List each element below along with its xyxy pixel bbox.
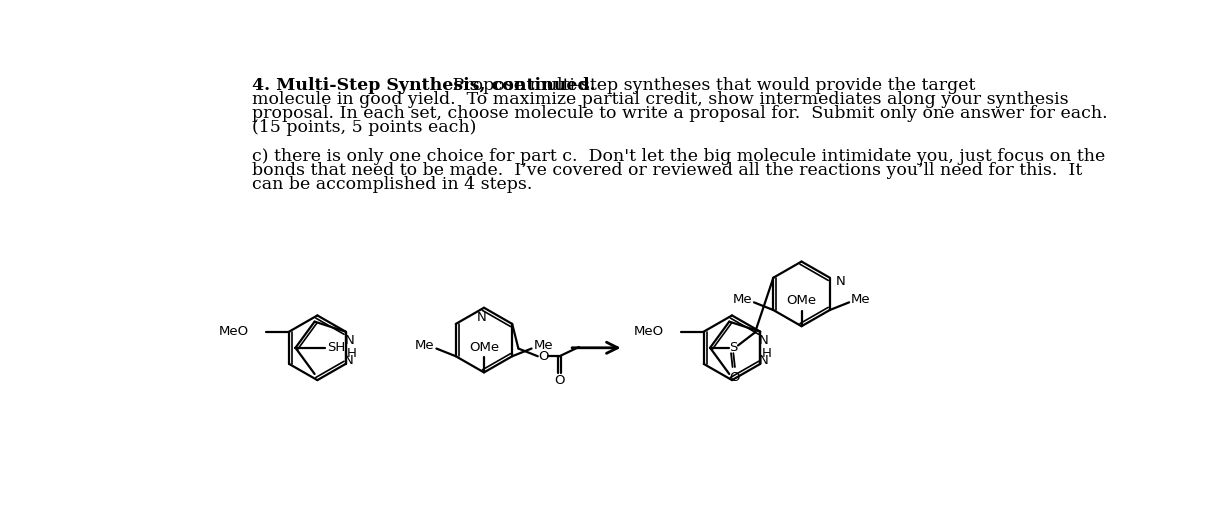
Text: N: N (344, 354, 353, 367)
Text: Me: Me (851, 293, 871, 306)
Text: OMe: OMe (786, 294, 816, 307)
Text: proposal. In each set, choose molecule to write a proposal for.  Submit only one: proposal. In each set, choose molecule t… (252, 105, 1107, 122)
Text: c) there is only one choice for part c.  Don't let the big molecule intimidate y: c) there is only one choice for part c. … (252, 148, 1105, 165)
Text: O: O (555, 374, 564, 387)
Text: Me: Me (533, 339, 554, 352)
Text: N: N (836, 275, 845, 288)
Text: MeO: MeO (218, 325, 248, 338)
Text: (15 points, 5 points each): (15 points, 5 points each) (252, 119, 476, 136)
Text: H: H (347, 347, 357, 359)
Text: Propose multi-step syntheses that would provide the target: Propose multi-step syntheses that would … (446, 77, 976, 94)
Text: N: N (759, 354, 768, 367)
Text: bonds that need to be made.  I’ve covered or reviewed all the reactions you’ll n: bonds that need to be made. I’ve covered… (252, 162, 1082, 179)
Text: molecule in good yield.  To maximize partial credit, show intermediates along yo: molecule in good yield. To maximize part… (252, 91, 1069, 108)
Text: OMe: OMe (469, 341, 499, 354)
Text: O: O (539, 350, 549, 363)
Text: N: N (476, 311, 486, 324)
Text: N: N (760, 334, 769, 347)
Text: 4. Multi-Step Synthesis, continued.: 4. Multi-Step Synthesis, continued. (252, 77, 595, 94)
Text: can be accomplished in 4 steps.: can be accomplished in 4 steps. (252, 177, 532, 193)
Text: SH: SH (327, 341, 345, 354)
Text: Me: Me (415, 339, 434, 352)
Text: S: S (730, 341, 738, 354)
Text: MeO: MeO (633, 325, 663, 338)
Text: Me: Me (732, 293, 753, 306)
Text: H: H (761, 347, 772, 359)
Text: O: O (730, 370, 740, 384)
Text: N: N (345, 334, 355, 347)
